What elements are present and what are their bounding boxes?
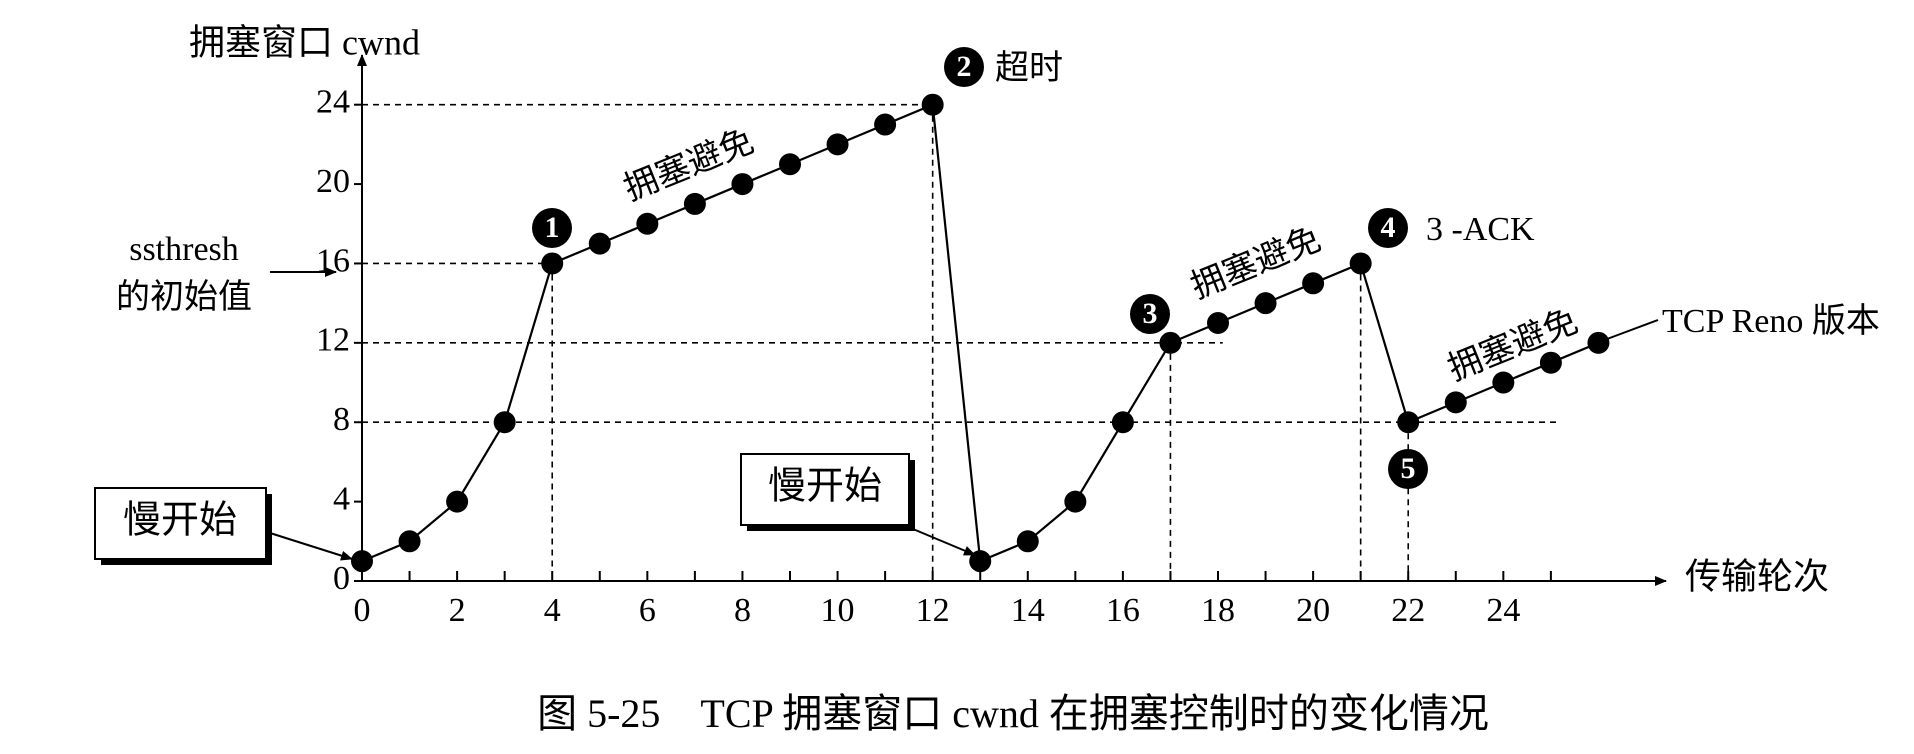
annotation: 的初始值: [116, 278, 252, 316]
point: [1159, 331, 1182, 354]
point: [1397, 411, 1420, 434]
marker-label: 3: [1143, 297, 1158, 330]
annotation: ssthresh: [129, 231, 239, 268]
point: [1254, 292, 1277, 315]
x-tick-label: 14: [1011, 592, 1045, 629]
annotation: 拥塞避免: [1186, 220, 1326, 306]
x-tick-label: 20: [1296, 592, 1330, 629]
x-tick-label: 4: [544, 592, 561, 629]
annotation: 慢开始: [768, 466, 882, 508]
marker-label: 2: [957, 50, 972, 83]
annotation: 超时: [995, 50, 1063, 87]
point: [826, 133, 849, 156]
x-tick-label: 6: [639, 592, 656, 629]
arrow: [269, 532, 353, 561]
x-tick-label: 18: [1201, 592, 1235, 629]
arrow: [912, 528, 976, 556]
line: [361, 103, 1599, 563]
x-tick-label: 22: [1391, 592, 1425, 629]
y-tick-label: 8: [333, 401, 350, 438]
y-tick-label: 0: [333, 560, 350, 597]
point: [588, 232, 611, 255]
point: [779, 153, 801, 176]
point: [921, 93, 944, 116]
point: [1539, 351, 1562, 374]
point: [493, 411, 516, 434]
point: [874, 113, 897, 136]
box: [94, 487, 267, 560]
point: [969, 550, 992, 573]
marker-label: 4: [1381, 211, 1396, 244]
annotation: 慢开始: [123, 500, 237, 542]
marker-circle: [944, 47, 984, 87]
y-tick-label: 24: [316, 83, 350, 120]
y-tick-label: 20: [316, 163, 350, 200]
point: [731, 173, 754, 196]
x-tick-label: 24: [1486, 592, 1520, 629]
leader-line: [1606, 319, 1659, 340]
marker-circle: [532, 208, 572, 248]
point: [1207, 312, 1229, 334]
point: [1302, 272, 1325, 295]
marker-label: 1: [545, 211, 560, 244]
annotation: 拥塞避免: [1443, 302, 1583, 388]
y-tick-label: 4: [333, 480, 350, 517]
point: [398, 530, 421, 553]
point: [636, 212, 659, 235]
point: [1492, 371, 1515, 394]
chart-title: 图 5-25 TCP 拥塞窗口 cwnd 在拥塞控制时的变化情况: [537, 691, 1489, 736]
x-tick-label: 8: [734, 592, 751, 629]
x-tick-label: 2: [449, 592, 466, 629]
x-tick-label: 16: [1106, 592, 1140, 629]
box: [740, 453, 910, 526]
point: [1587, 331, 1610, 354]
marker-label: 5: [1401, 452, 1416, 485]
marker-circle: [1368, 208, 1408, 248]
point: [351, 550, 373, 573]
x-tick-label: 10: [821, 592, 855, 629]
annotation: TCP Reno 版本: [1662, 302, 1880, 340]
point: [1349, 252, 1372, 275]
y-axis-label: 拥塞窗口 cwnd: [189, 22, 420, 62]
point: [541, 252, 564, 275]
marker-circle: [1130, 294, 1170, 334]
point: [1016, 530, 1039, 553]
y-tick-label: 12: [316, 322, 350, 359]
marker-circle: [1388, 449, 1428, 489]
point: [446, 490, 469, 513]
point: [1064, 490, 1087, 513]
x-tick-label: 12: [916, 592, 950, 629]
point: [683, 192, 706, 215]
x-tick-label: 0: [354, 592, 371, 629]
point: [1111, 411, 1134, 434]
point: [1444, 391, 1467, 414]
annotation: 3 -ACK: [1426, 211, 1535, 248]
x-axis-label: 传输轮次: [1685, 556, 1829, 596]
y-tick-label: 16: [316, 242, 350, 279]
